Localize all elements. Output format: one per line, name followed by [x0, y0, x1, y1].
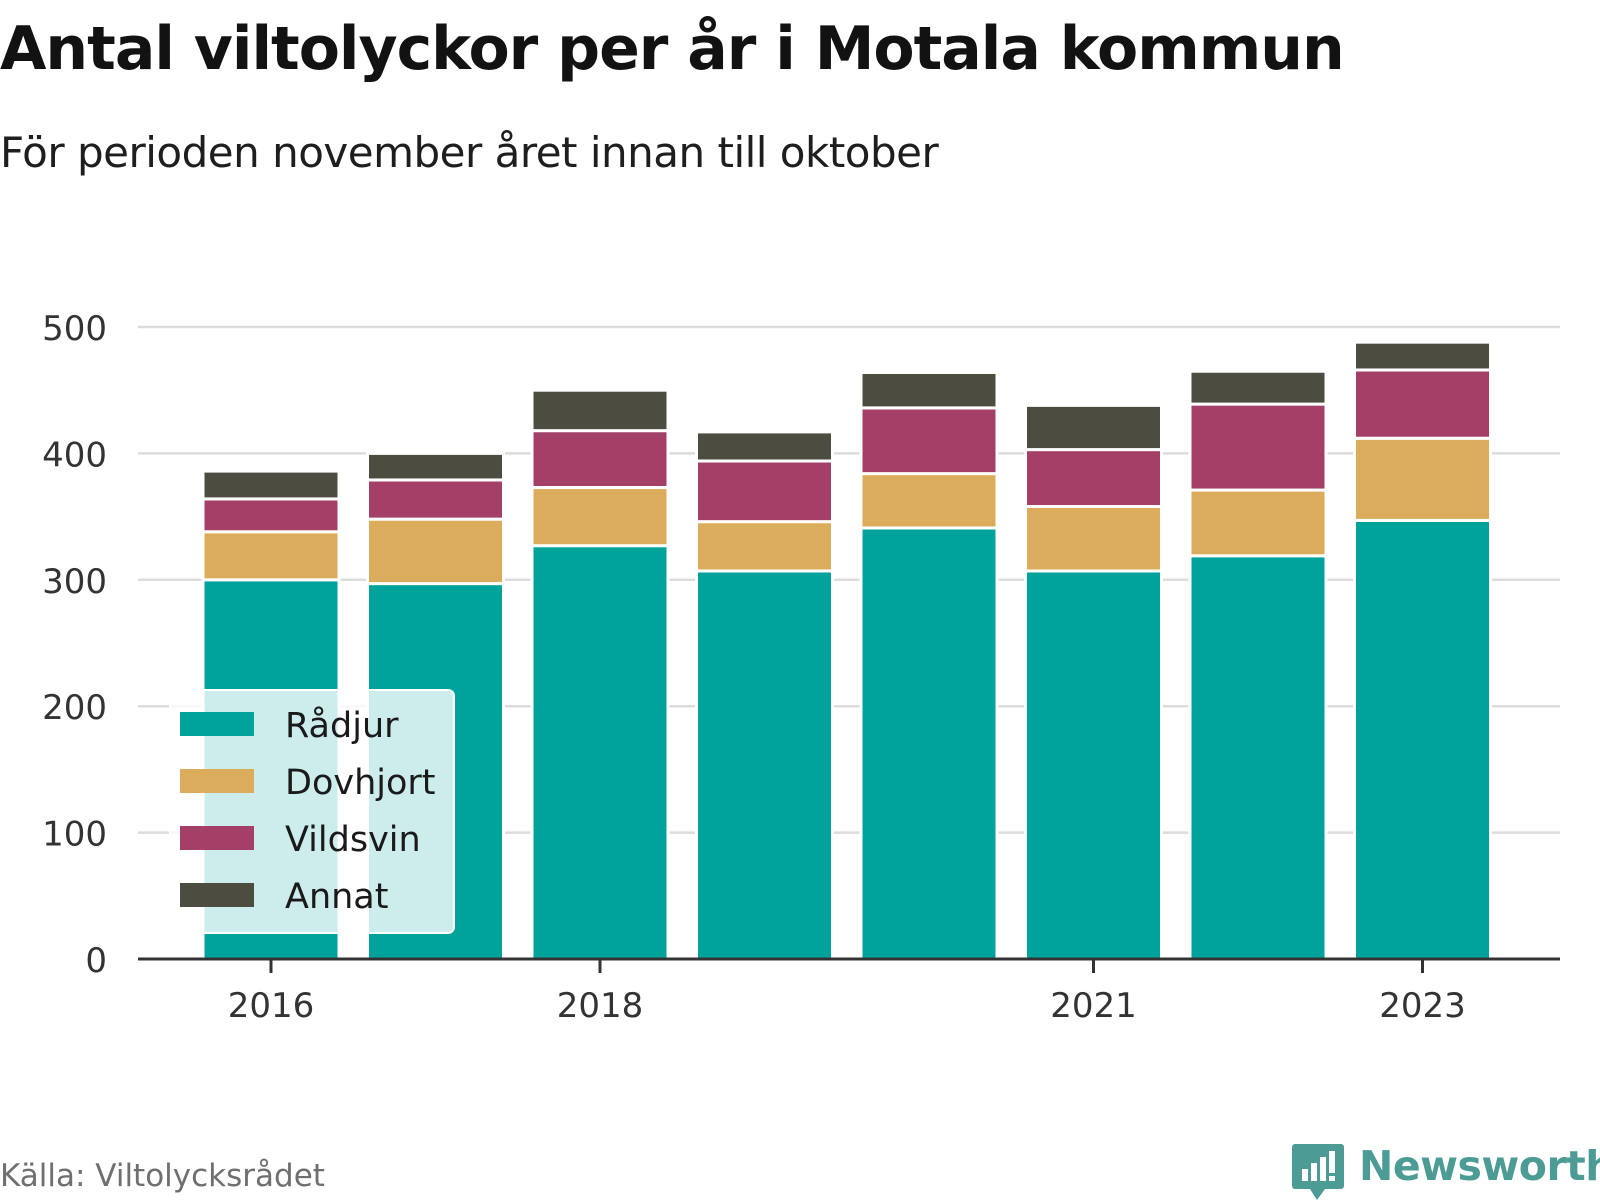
legend-swatch-Rådjur — [180, 712, 254, 736]
bar-segment-2020-Vildsvin — [859, 406, 999, 476]
bar-segment-2018-Rådjur — [530, 544, 670, 961]
bar-segment-2019-Rådjur — [695, 569, 834, 961]
bar-segment-2021-Rådjur — [1024, 569, 1163, 961]
bar-segment-2022-Dovhjort — [1188, 488, 1328, 558]
y-tick-label: 300 — [42, 562, 107, 602]
bar-segment-2020-Rådjur — [859, 526, 999, 961]
bar-segment-2016-Dovhjort — [201, 530, 341, 582]
legend-swatch-Vildsvin — [180, 826, 254, 850]
x-tick-label: 2023 — [1379, 986, 1466, 1026]
legend-label-Rådjur: Rådjur — [285, 705, 399, 746]
bar-segment-2017-Vildsvin — [366, 478, 505, 521]
bar-segment-2023-Dovhjort — [1353, 436, 1492, 522]
bar-segment-2020-Annat — [859, 371, 999, 410]
bar-segment-2018-Dovhjort — [530, 486, 670, 548]
legend-label-Vildsvin: Vildsvin — [285, 820, 421, 860]
chart-title: Antal viltolyckor per år i Motala kommun — [0, 14, 1345, 84]
source-note: Källa: Viltolycksrådet — [0, 1158, 325, 1194]
legend-label-Annat: Annat — [285, 877, 388, 917]
bar-segment-2016-Vildsvin — [201, 497, 341, 534]
bar-segment-2022-Rådjur — [1188, 554, 1328, 961]
bar-segment-2017-Annat — [366, 451, 505, 482]
bar-segment-2016-Annat — [201, 469, 341, 501]
bar-segment-2019-Vildsvin — [695, 459, 834, 524]
legend-box — [169, 689, 455, 934]
brand-name: Newsworthy — [1359, 1142, 1600, 1190]
bar-segment-2017-Dovhjort — [366, 517, 505, 586]
bar-segment-2022-Vildsvin — [1188, 402, 1328, 492]
bar-segment-2019-Dovhjort — [695, 520, 834, 573]
bar-segment-2021-Vildsvin — [1024, 448, 1163, 508]
x-tick-label: 2021 — [1050, 986, 1137, 1026]
bar-segment-2020-Dovhjort — [859, 472, 999, 530]
bar-segment-2021-Dovhjort — [1024, 504, 1163, 573]
chart-subtitle: För perioden november året innan till ok… — [0, 128, 939, 177]
bar-segment-2019-Annat — [695, 430, 834, 463]
y-tick-label: 0 — [85, 941, 107, 981]
y-tick-label: 500 — [42, 309, 107, 349]
legend-swatch-Annat — [180, 883, 254, 907]
bar-segment-2022-Annat — [1188, 369, 1328, 406]
legend-swatch-Dovhjort — [180, 769, 254, 793]
bar-segment-2023-Annat — [1353, 340, 1492, 372]
bar-segment-2018-Annat — [530, 388, 670, 433]
x-tick-label: 2016 — [228, 986, 315, 1026]
y-tick-label: 200 — [42, 688, 107, 728]
y-tick-label: 100 — [42, 815, 107, 855]
newsworthy-logo-icon — [1292, 1144, 1344, 1200]
legend-label-Dovhjort: Dovhjort — [285, 763, 436, 803]
y-tick-label: 400 — [42, 435, 107, 475]
bar-segment-2023-Rådjur — [1353, 518, 1492, 961]
x-tick-label: 2018 — [557, 986, 644, 1026]
bar-segment-2021-Annat — [1024, 403, 1163, 452]
bar-segment-2018-Vildsvin — [530, 429, 670, 490]
bar-segment-2023-Vildsvin — [1353, 368, 1492, 440]
